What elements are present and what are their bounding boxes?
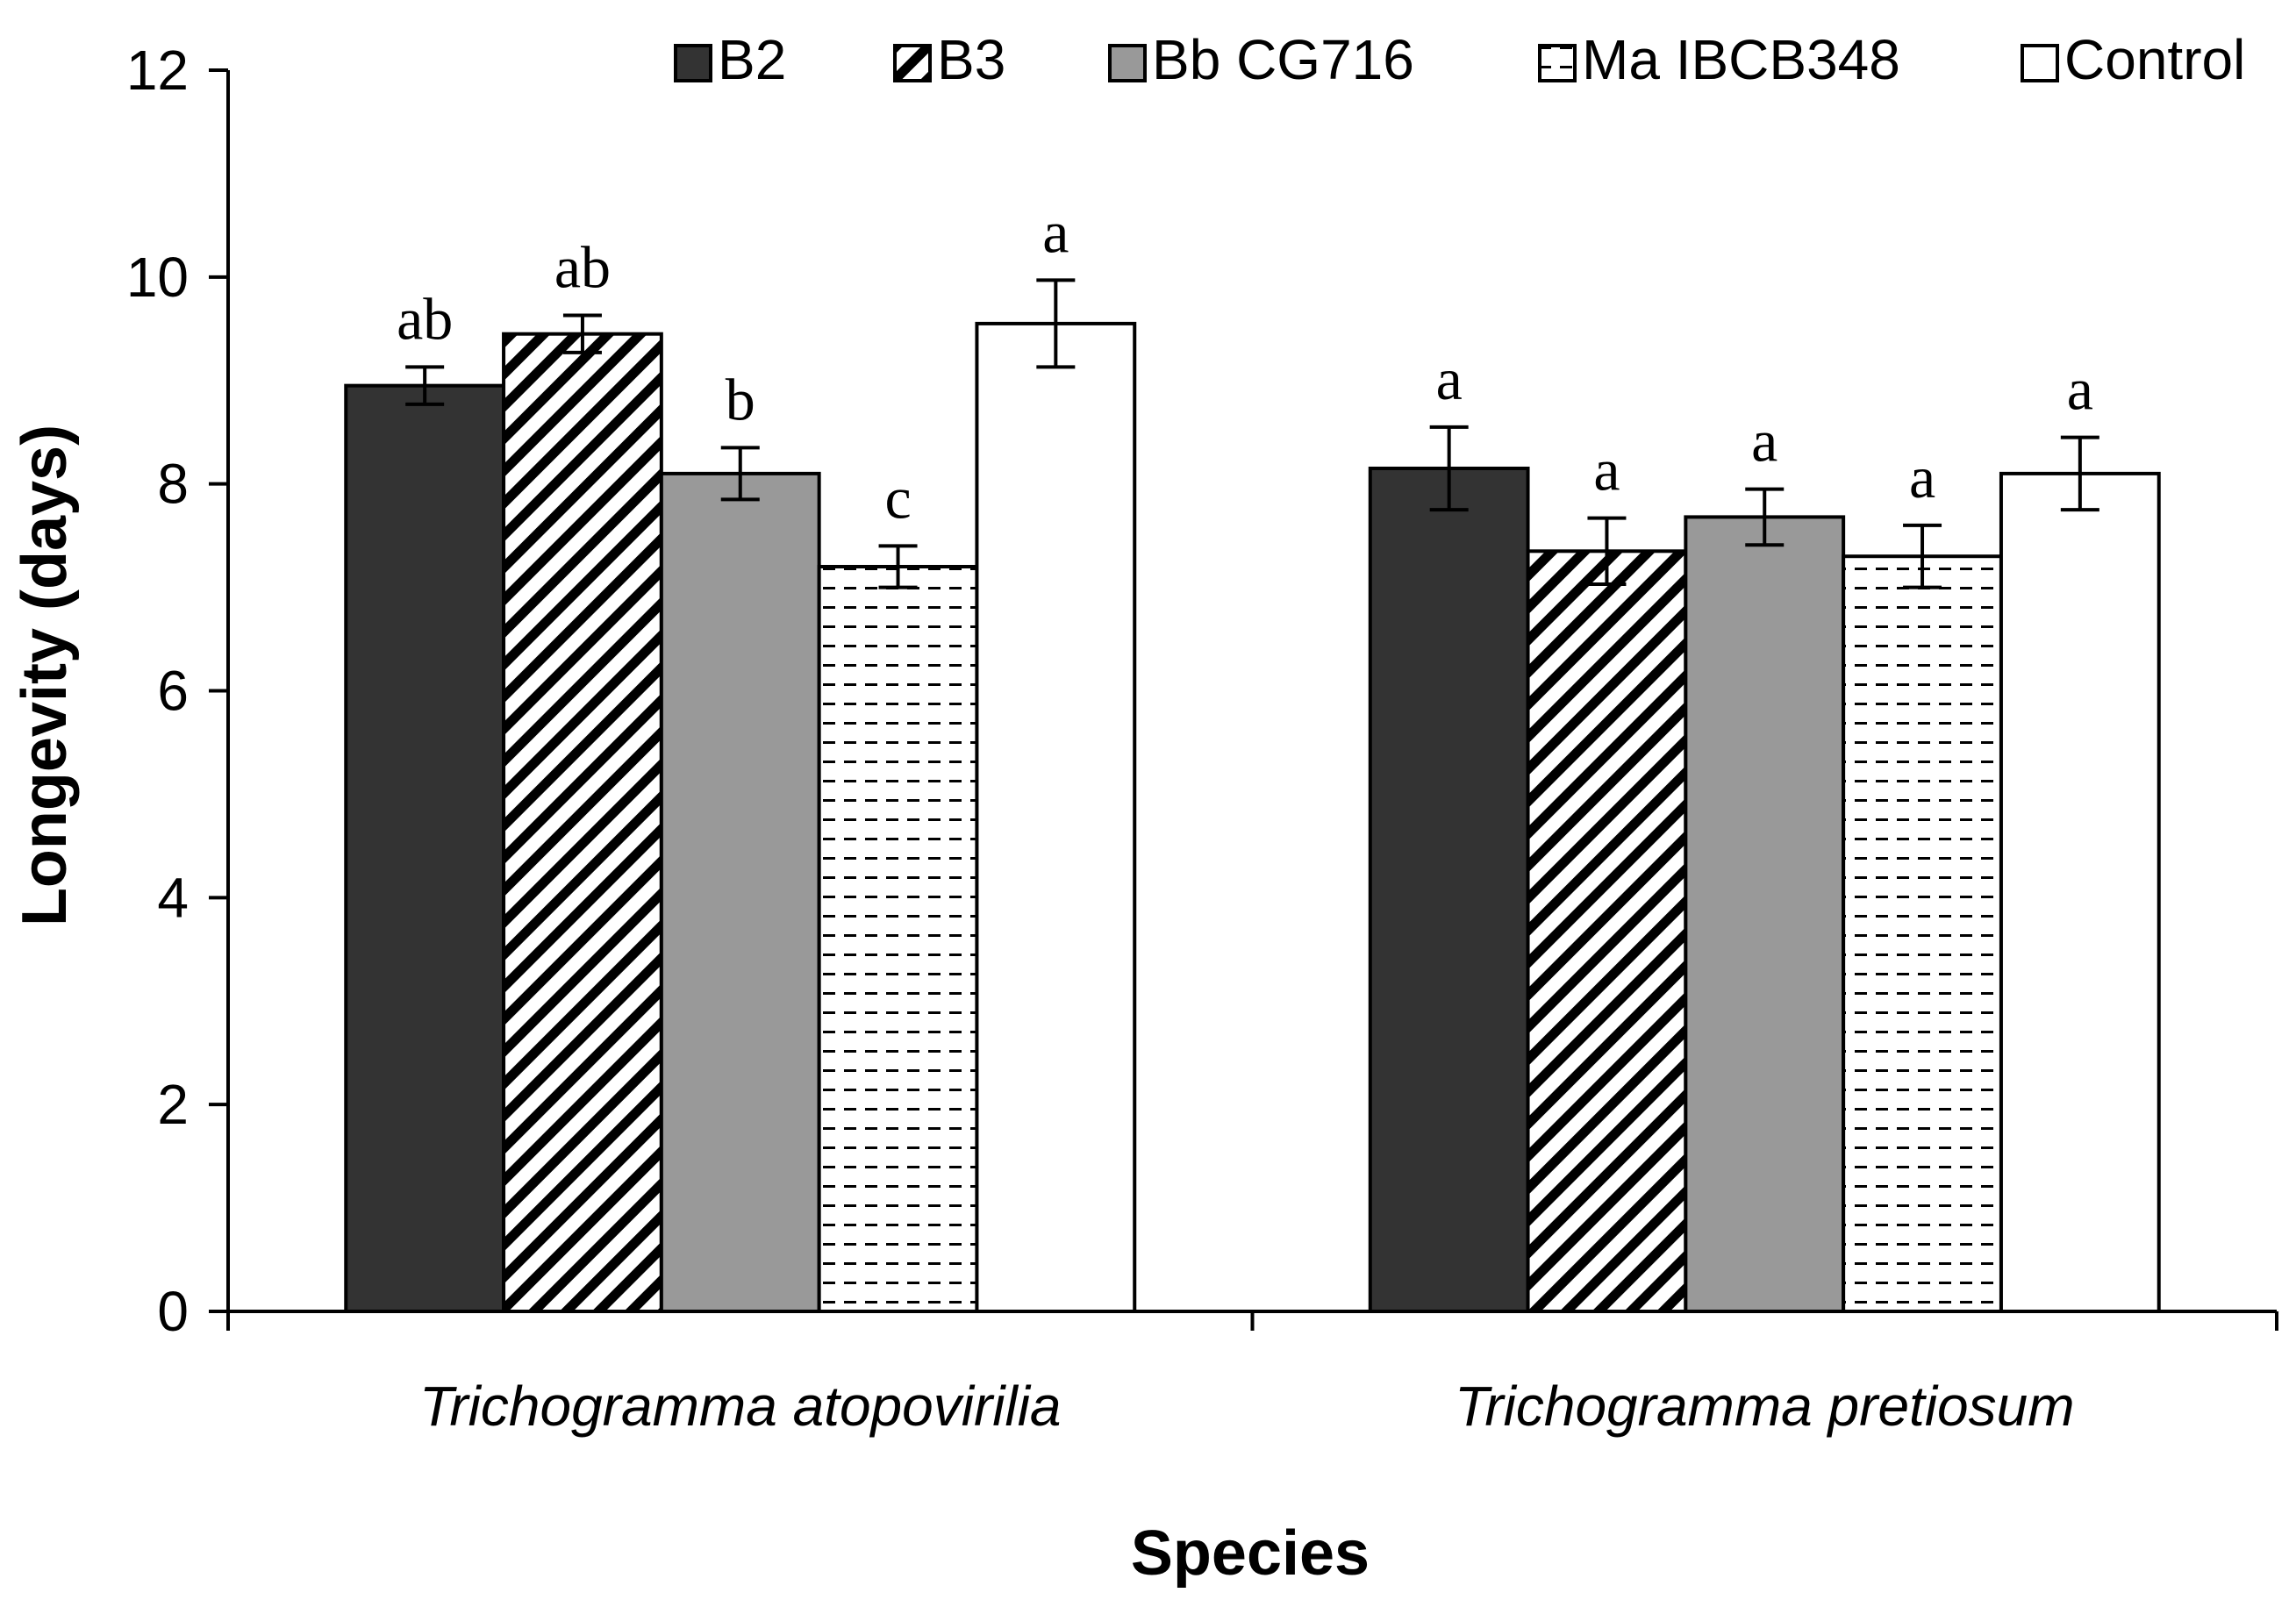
category-labels: Trichogramma atopovirilia Trichogramma pr… (419, 1375, 2075, 1438)
bars (344, 321, 2161, 1313)
significance-letter: a (2067, 356, 2093, 423)
legend-label: B3 (937, 28, 1005, 91)
y-axis-title: Longevity (days) (10, 425, 80, 926)
bar (344, 383, 506, 1313)
significance-letter: a (1593, 437, 1620, 504)
bar (1999, 471, 2161, 1313)
y-tick-label: 6 (157, 660, 189, 723)
significance-letter: ab (554, 233, 611, 300)
x-category-label: Trichogramma pretiosum (1455, 1375, 2075, 1438)
legend-swatch (1538, 44, 1577, 82)
bar (817, 565, 979, 1313)
significance-letter: b (726, 366, 755, 432)
significance-letter: c (884, 464, 911, 531)
y-tick-label: 10 (126, 246, 189, 309)
significance-letter: a (1042, 198, 1069, 265)
significance-letter: ab (397, 285, 453, 352)
y-tick-label: 2 (157, 1073, 189, 1136)
y-ticks: 0 2 4 6 8 10 12 (126, 39, 228, 1343)
legend-label: Bb CG716 (1152, 28, 1414, 91)
x-ticks (226, 1311, 2278, 1331)
x-category-label: Trichogramma atopovirilia (419, 1375, 1062, 1438)
significance-letters: ab ab b c a a a a a a (397, 198, 2093, 531)
bar (1842, 554, 2003, 1313)
bar (659, 471, 821, 1313)
legend-swatch (2021, 44, 2059, 82)
significance-letter: a (1436, 346, 1463, 412)
error-bars (405, 278, 2099, 589)
y-tick-label: 8 (157, 453, 189, 516)
x-axis-title: Species (1131, 1518, 1370, 1589)
legend-swatch (674, 44, 712, 82)
bar (1684, 515, 1846, 1313)
bar (975, 321, 1137, 1313)
legend: B2 B3 Bb CG716 Ma IBCB348 Control (674, 28, 2245, 91)
legend-label: Ma IBCB348 (1582, 28, 1900, 91)
bar (502, 332, 663, 1313)
legend-swatch (893, 44, 932, 82)
bar (1368, 466, 1530, 1313)
legend-label: Control (2064, 28, 2245, 91)
y-tick-label: 12 (126, 39, 189, 102)
bar (1526, 549, 1688, 1313)
significance-letter: a (1909, 444, 1935, 511)
y-tick-label: 0 (157, 1280, 189, 1343)
legend-label: B2 (718, 28, 786, 91)
y-tick-label: 4 (157, 866, 189, 929)
legend-swatch (1108, 44, 1147, 82)
significance-letter: a (1751, 408, 1777, 475)
